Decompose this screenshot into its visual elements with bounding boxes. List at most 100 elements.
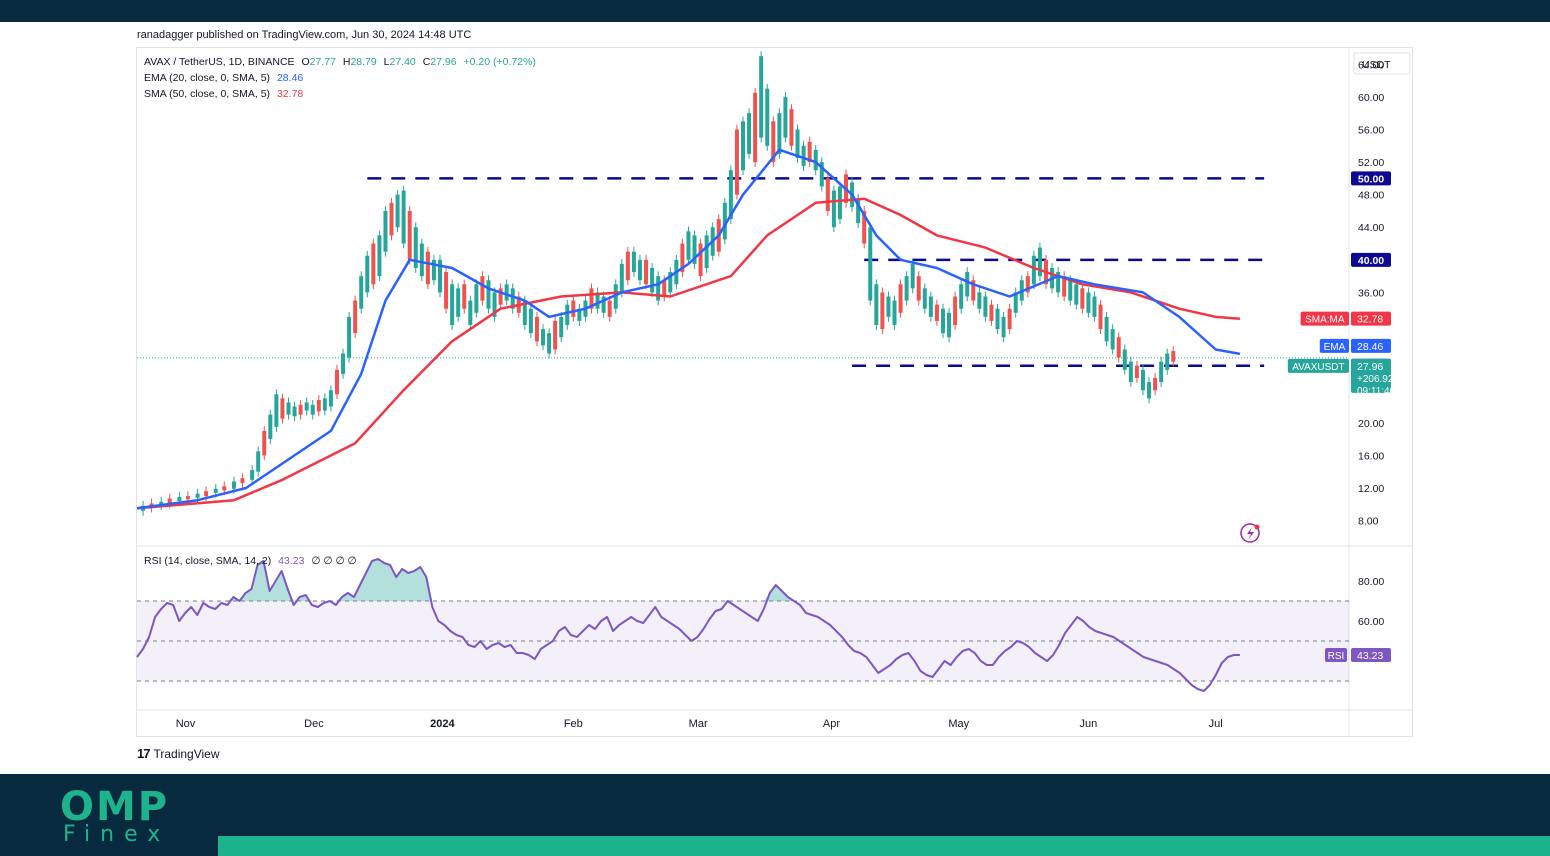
lightning-icon	[1240, 523, 1260, 543]
candle-body	[1098, 304, 1103, 330]
candle-body	[734, 129, 739, 195]
low-label: L	[383, 56, 390, 68]
candle-body	[680, 243, 685, 273]
candle-body	[534, 316, 539, 342]
candle-body	[498, 288, 503, 305]
sma-line	[136, 197, 1240, 510]
candle-body	[1122, 349, 1127, 370]
candle-body	[880, 292, 885, 330]
time-tick-label: Feb	[564, 718, 583, 730]
candle-body	[468, 300, 473, 326]
candle-body	[328, 390, 333, 407]
candle-body	[204, 491, 209, 497]
candle-body	[159, 501, 164, 506]
candle-body	[185, 496, 190, 500]
level-tag	[1351, 171, 1391, 186]
rsi-overbought-fill	[137, 559, 1240, 601]
candle-body	[1159, 361, 1164, 383]
chart-frame	[136, 47, 1413, 737]
candle-body	[462, 284, 467, 309]
candle-body	[959, 284, 964, 309]
level-tag	[1351, 252, 1391, 267]
candle-body	[1025, 276, 1030, 293]
footer-accent-strip	[218, 836, 1550, 856]
candle-body	[347, 316, 352, 358]
candle-body	[280, 398, 285, 419]
candle-body	[965, 272, 970, 297]
candle-body	[444, 272, 449, 309]
time-tick-label: 2024	[430, 718, 455, 730]
price-tag-value: 32.78	[1357, 314, 1383, 326]
candle-body	[474, 284, 479, 313]
candle-body	[450, 284, 455, 326]
change-value: +0.20 (+0.72%)	[463, 56, 536, 68]
candle-body	[789, 109, 794, 146]
candle-body	[1056, 272, 1061, 293]
price-tag-name-box	[1319, 338, 1349, 353]
close-label: C	[422, 56, 431, 68]
candle-body	[947, 312, 952, 338]
candle-body	[1153, 377, 1158, 391]
candle-body	[656, 276, 661, 301]
rsi-value: 43.23	[278, 555, 305, 567]
candle-body	[995, 308, 1000, 330]
candle-body	[601, 296, 606, 313]
level-tag-label: 40.00	[1358, 255, 1384, 267]
candle-body	[922, 288, 927, 309]
candle-body	[874, 284, 879, 326]
candle-body	[492, 292, 497, 317]
price-tag-box	[1351, 311, 1391, 326]
candle-body	[1080, 288, 1085, 309]
candle-body	[1165, 353, 1170, 370]
notification-dot-icon	[1254, 524, 1260, 530]
candle-body	[419, 243, 424, 277]
candle-body	[1110, 329, 1115, 350]
low-value: 27.40	[389, 56, 416, 68]
candle-body	[383, 210, 388, 252]
ema-legend[interactable]: EMA (20, close, 0, SMA, 5) 28.46	[144, 72, 303, 84]
candle-body	[250, 470, 255, 480]
candle-body	[377, 235, 382, 277]
candle-body	[431, 259, 436, 281]
candle-body	[1104, 316, 1109, 342]
price-tick-label: 52.00	[1358, 157, 1384, 169]
candle-body	[304, 402, 309, 411]
rsi-legend[interactable]: RSI (14, close, SMA, 14, 2) 43.23 ∅ ∅ ∅ …	[144, 555, 357, 567]
candle-body	[395, 194, 400, 228]
price-tick-label: 48.00	[1358, 190, 1384, 202]
candle-body	[765, 88, 770, 146]
candle-body	[268, 414, 273, 440]
candle-body	[704, 235, 709, 268]
price-tick-label: 12.00	[1358, 483, 1384, 495]
high-value: 28.79	[350, 56, 377, 68]
candle-body	[989, 304, 994, 321]
price-tag-value: 28.46	[1357, 341, 1383, 353]
candle-body	[286, 402, 291, 415]
candle-body	[177, 496, 182, 502]
price-tag-name: EMA	[1324, 342, 1346, 353]
candle-body	[837, 186, 842, 220]
candle-body	[571, 300, 576, 317]
candle-body	[1116, 337, 1121, 358]
candle-body	[565, 304, 570, 326]
candle-body	[589, 288, 594, 309]
symbol-label[interactable]: AVAX / TetherUS, 1D, BINANCE	[144, 56, 295, 68]
candle-body	[547, 333, 552, 354]
candle-body	[456, 288, 461, 317]
candle-body	[413, 227, 418, 268]
candle-body	[371, 243, 376, 285]
tradingview-brand[interactable]: 17 TradingView	[137, 746, 220, 761]
tradingview-logo-icon: 17	[137, 746, 151, 761]
candle-body	[892, 300, 897, 326]
price-tag-name-box	[1287, 358, 1349, 373]
candle-body	[783, 96, 788, 138]
rsi-tick-label: 60.00	[1358, 616, 1384, 628]
sma-legend[interactable]: SMA (50, close, 0, SMA, 5) 32.78	[144, 88, 303, 100]
candle-body	[753, 92, 758, 163]
candle-body	[801, 145, 806, 167]
ema-line	[136, 148, 1241, 510]
candle-body	[868, 227, 873, 301]
candle-body	[213, 488, 218, 493]
candle-body	[222, 486, 227, 491]
